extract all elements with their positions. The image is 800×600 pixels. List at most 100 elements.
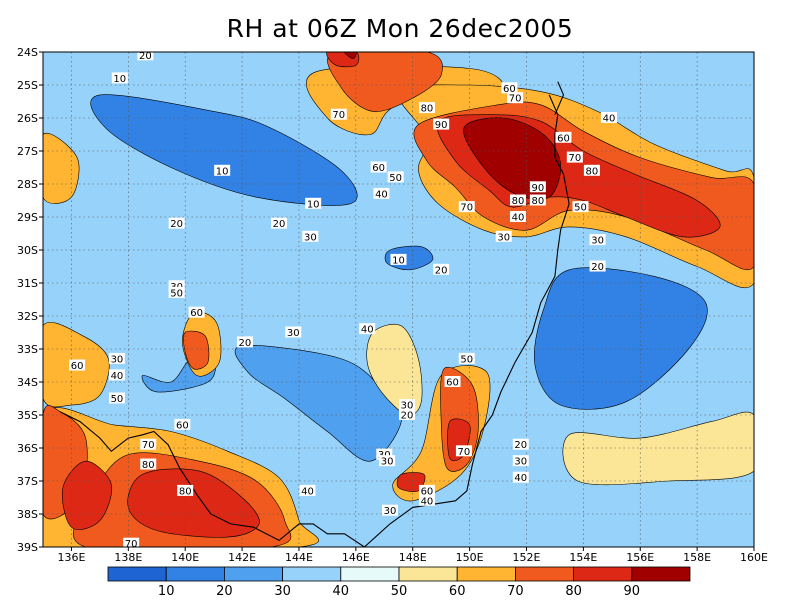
contour-label-bg [359,323,376,335]
contour-label-bg [381,504,398,516]
x-tick-label: 146E [342,551,370,564]
colorbar-swatch [107,566,167,582]
contour-label: 20 [433,263,450,276]
contour-label-text: 30 [591,236,604,247]
contour-label: 30 [285,326,302,339]
rh-region-20 [234,345,402,462]
contour-label-text: 70 [458,447,471,458]
contour-label-bg [418,102,435,114]
y-tick-label: 37S [17,475,38,488]
contour-label-bg [108,352,125,364]
contour-label-bg [512,471,529,483]
x-tick-label: 154E [569,551,597,564]
contour-label-bg [509,194,526,206]
x-tick-label: 144E [285,551,313,564]
colorbar-label: 80 [565,584,582,599]
coastline [364,94,570,547]
contour-label-bg [330,108,347,120]
y-tick-label: 32S [17,310,38,323]
contour-label-text: 70 [125,539,138,550]
contour-label-bg [370,161,387,173]
contour-label-bg [433,118,450,130]
contour-label-bg [418,494,435,506]
contour-label-text: 30 [497,232,510,243]
contour-label: 60 [69,359,86,372]
contour-label-bg [140,438,157,450]
contour-label: 50 [572,201,589,214]
contour-label-bg [108,369,125,381]
contour-label-bg [174,418,191,430]
colorbar-label: 60 [449,584,466,599]
contour-label-bg [589,234,606,246]
contour-label-bg [108,392,125,404]
contour-label-bg [376,448,393,460]
contour-label: 20 [137,52,154,62]
contour-label-text: 40 [111,371,124,382]
y-tick-label: 29S [17,211,38,224]
map-title: RH at 06Z Mon 26dec2005 [226,14,574,43]
contour-label-bg [529,194,546,206]
y-tick-label: 25S [17,79,38,92]
contour-label-bg [387,171,404,183]
contour-label: 70 [458,201,475,214]
contour-label-bg [501,82,518,94]
grid-lines [43,52,754,547]
x-tick-label: 160E [740,551,768,564]
contour-label-bg [168,217,185,229]
contour-label-text: 50 [389,173,402,184]
contour-label-bg [285,326,302,338]
contour-label: 70 [123,537,140,550]
contour-label-bg [507,92,524,104]
contour-label-text: 30 [304,232,317,243]
y-tick-label: 26S [17,112,38,125]
contour-label-text: 20 [170,219,183,230]
contour-label: 60 [174,418,191,431]
rh-fill-layer [43,52,754,547]
contour-label: 10 [305,197,322,210]
contour-label: 20 [236,336,253,349]
y-tick-label: 38S [17,508,38,521]
contour-label: 40 [359,323,376,336]
contour-label-bg [572,201,589,213]
contour-label-bg [583,164,600,176]
contour-label-text: 70 [568,153,581,164]
contour-label-text: 10 [113,74,126,85]
contour-label-text: 70 [460,203,473,214]
contour-label-text: 60 [176,420,189,431]
contour-label-bg [140,458,157,470]
colorbar-swatch [223,566,283,582]
contour-label-text: 50 [170,288,183,299]
contour-label-text: 40 [514,473,527,484]
contour-label: 80 [583,164,600,177]
contour-label-text: 20 [239,338,252,349]
colorbar-swatch [456,566,516,582]
contour-label-text: 60 [557,133,570,144]
contour-label: 60 [444,376,461,389]
rh-region-70 [183,330,210,370]
contour-label: 30 [381,504,398,517]
contour-label-text: 90 [435,120,448,131]
contour-label-bg [271,217,288,229]
coastline [554,81,565,115]
y-tick-label: 30S [17,244,38,257]
contour-label: 40 [108,369,125,382]
contour-label-text: 60 [190,308,203,319]
contour-label-text: 60 [446,378,459,389]
contour-label-text: 40 [421,496,434,507]
contour-label-bg [495,230,512,242]
contour-label: 10 [214,164,231,177]
contour-label-text: 70 [332,110,345,121]
contour-label: 50 [168,286,185,299]
contour-label-bg [137,52,154,61]
contour-label-bg [379,455,396,467]
contour-label-bg [69,359,86,371]
contour-label: 10 [111,72,128,85]
contour-label-text: 70 [142,440,155,451]
contour-label-bg [512,455,529,467]
contour-label-text: 30 [384,506,397,517]
contour-label-bg [566,151,583,163]
contour-label-text: 20 [591,262,604,273]
contour-label: 30 [512,455,529,468]
